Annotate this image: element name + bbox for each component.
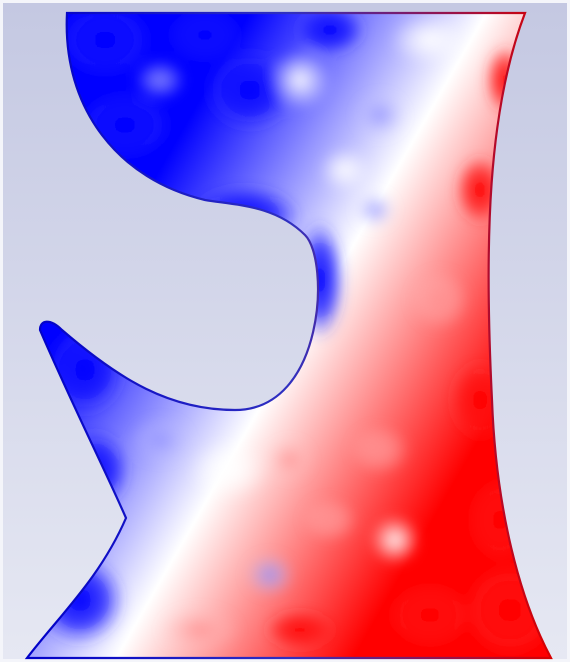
- field-shape-outline: [24, 11, 553, 660]
